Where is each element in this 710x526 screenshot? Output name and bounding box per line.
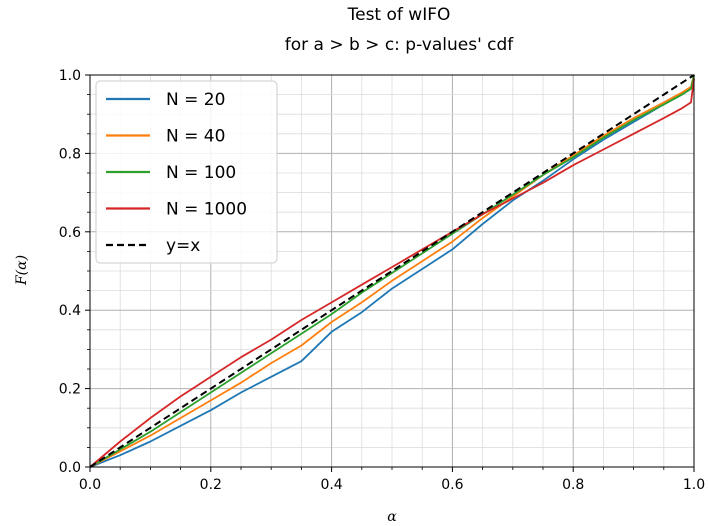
- series-line-4: [89, 74, 695, 468]
- chart-title-line1: Test of wIFO: [347, 5, 451, 25]
- series-line-1: [89, 74, 695, 468]
- y-tick-label: 0.0: [59, 460, 81, 476]
- y-tick-label: 0.8: [59, 146, 81, 162]
- legend-label-2: N = 100: [166, 163, 236, 183]
- y-tick-label: 0.4: [59, 303, 81, 319]
- axis-ticks: 0.0 0.2 0.4 0.6 0.8 1.0 0.0 0.2 0.4 0.6 0.8 1.0: [59, 68, 705, 493]
- x-tick-label: 0.2: [200, 477, 222, 493]
- legend-label-4: y=x: [166, 236, 200, 256]
- x-axis-label: α: [387, 509, 397, 525]
- x-tick-label: 0.4: [320, 477, 342, 493]
- chart-title-line2: for a > b > c: p-values' cdf: [285, 35, 515, 55]
- series-layer: [89, 74, 695, 468]
- legend: N = 20 N = 40 N = 100 N = 1000 y=x: [95, 80, 278, 264]
- grid: [89, 74, 695, 468]
- y-tick-label: 0.2: [59, 382, 81, 398]
- series-line-2: [89, 74, 695, 468]
- y-tick-label: 1.0: [59, 68, 81, 84]
- legend-box: [95, 80, 278, 264]
- y-tick-label: 0.6: [59, 225, 81, 241]
- legend-label-3: N = 1000: [166, 200, 247, 220]
- legend-label-0: N = 20: [166, 90, 225, 110]
- series-line-3: [89, 78, 695, 468]
- x-tick-label: 0.0: [79, 477, 101, 493]
- y-axis-label: F(α): [14, 255, 30, 286]
- x-tick-label: 0.8: [562, 477, 584, 493]
- x-tick-label: 1.0: [683, 477, 705, 493]
- series-line-0: [89, 74, 695, 468]
- legend-label-1: N = 40: [166, 127, 225, 147]
- x-tick-label: 0.6: [441, 477, 463, 493]
